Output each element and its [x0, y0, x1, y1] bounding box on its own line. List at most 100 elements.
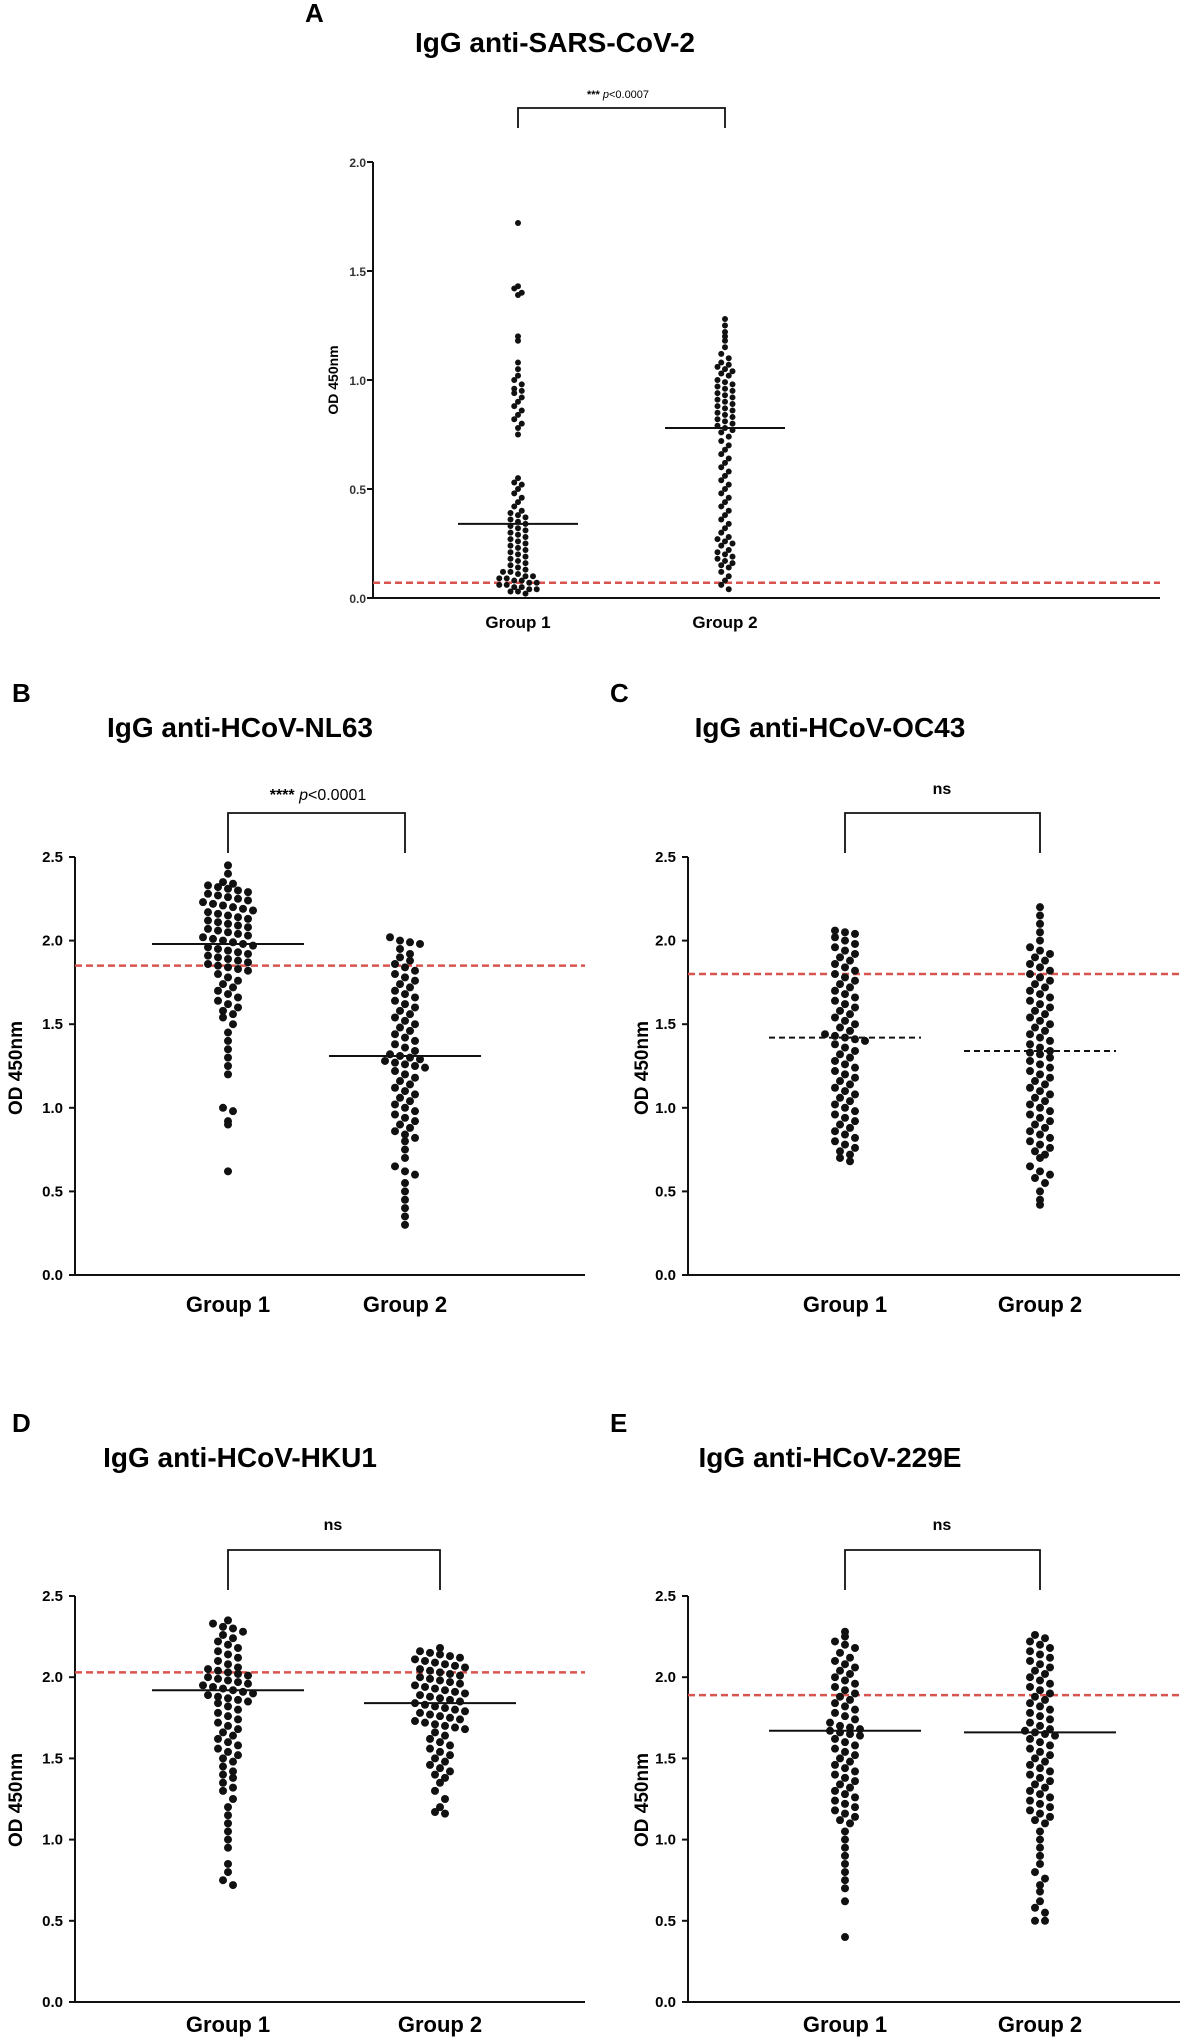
data-point	[725, 468, 732, 475]
data-point	[421, 1063, 429, 1072]
panel-letter: C	[610, 678, 629, 708]
data-point	[249, 1689, 257, 1698]
significance-bracket	[227, 1549, 441, 1590]
data-point	[722, 344, 728, 351]
data-point	[841, 1868, 849, 1877]
p-symbol: p	[298, 787, 308, 804]
data-point	[725, 455, 732, 462]
data-point	[1036, 1686, 1044, 1695]
data-point	[1046, 1143, 1054, 1152]
data-point	[436, 1650, 444, 1659]
panel-title: IgG anti-HCoV-NL63	[107, 712, 373, 743]
data-point	[209, 899, 217, 908]
data-point	[1031, 1147, 1039, 1156]
data-point	[841, 963, 849, 972]
significance-stars: ***	[587, 89, 603, 101]
data-point	[1036, 1851, 1044, 1860]
data-point	[533, 586, 540, 593]
data-point	[718, 438, 725, 445]
data-point	[1036, 1897, 1044, 1906]
x-category-label: Group 1	[803, 2012, 887, 2037]
data-point	[436, 1778, 444, 1787]
data-point	[239, 904, 247, 913]
data-point	[1036, 1070, 1044, 1079]
data-point	[456, 1671, 464, 1680]
data-point	[1036, 1881, 1044, 1890]
data-point	[718, 581, 725, 588]
data-point	[836, 1093, 844, 1102]
data-point	[718, 542, 725, 549]
data-point	[1036, 1721, 1044, 1730]
data-point	[234, 1643, 242, 1652]
data-point	[396, 944, 404, 953]
data-point	[1046, 1117, 1054, 1126]
data-point	[411, 1717, 419, 1726]
data-point	[431, 1770, 439, 1779]
data-point	[851, 1063, 859, 1072]
data-point	[406, 1010, 414, 1019]
data-point	[841, 946, 849, 955]
data-point	[224, 1702, 232, 1711]
data-point	[729, 540, 736, 547]
data-point	[526, 579, 533, 586]
data-point	[1036, 1087, 1044, 1096]
data-point	[401, 963, 409, 972]
data-point	[406, 1053, 414, 1062]
data-point	[401, 1137, 409, 1146]
data-point	[229, 1107, 237, 1116]
data-point	[401, 1212, 409, 1221]
y-tick-label: 2.0	[42, 933, 63, 950]
p-value: <0.0007	[609, 89, 649, 101]
panel-letter: A	[305, 0, 324, 28]
x-category-label: Group 2	[692, 613, 757, 632]
data-point	[851, 1117, 859, 1126]
data-point	[436, 1747, 444, 1756]
data-point	[851, 1715, 859, 1724]
data-point	[219, 1754, 227, 1763]
data-point	[446, 1695, 454, 1704]
data-point	[851, 1777, 859, 1786]
data-point	[522, 553, 529, 560]
data-point	[851, 1705, 859, 1714]
data-point	[831, 1760, 839, 1769]
data-point	[725, 494, 732, 501]
data-point	[722, 329, 728, 336]
data-point	[846, 1123, 854, 1132]
data-point	[1036, 946, 1044, 955]
data-point	[851, 1663, 859, 1672]
data-point	[1026, 1699, 1034, 1708]
data-point	[426, 1648, 434, 1657]
data-point	[722, 322, 728, 329]
data-point	[1036, 936, 1044, 945]
data-point	[1036, 1060, 1044, 1069]
significance-bracket	[517, 107, 726, 128]
data-point	[214, 891, 222, 900]
data-point	[507, 549, 514, 556]
data-point	[411, 1090, 419, 1099]
data-point	[841, 1103, 849, 1112]
data-point	[831, 986, 839, 995]
data-point	[219, 1622, 227, 1631]
data-point	[229, 1773, 237, 1782]
data-point	[1031, 1903, 1039, 1912]
data-point	[224, 1712, 232, 1721]
data-point	[725, 507, 732, 514]
data-point	[401, 1195, 409, 1204]
data-point	[401, 1060, 409, 1069]
data-point	[224, 1650, 232, 1659]
data-point	[496, 575, 503, 582]
data-point	[229, 1624, 237, 1633]
data-point	[1041, 1179, 1049, 1188]
data-point	[530, 573, 536, 580]
data-point	[831, 1770, 839, 1779]
data-point	[1031, 1816, 1039, 1825]
data-point	[401, 990, 409, 999]
data-point	[1041, 1730, 1049, 1739]
data-point	[851, 976, 859, 985]
data-point	[386, 933, 394, 942]
data-point	[841, 1933, 849, 1942]
data-point	[224, 973, 232, 982]
data-point	[204, 908, 212, 917]
data-point	[515, 486, 521, 492]
data-point	[411, 1046, 419, 1055]
